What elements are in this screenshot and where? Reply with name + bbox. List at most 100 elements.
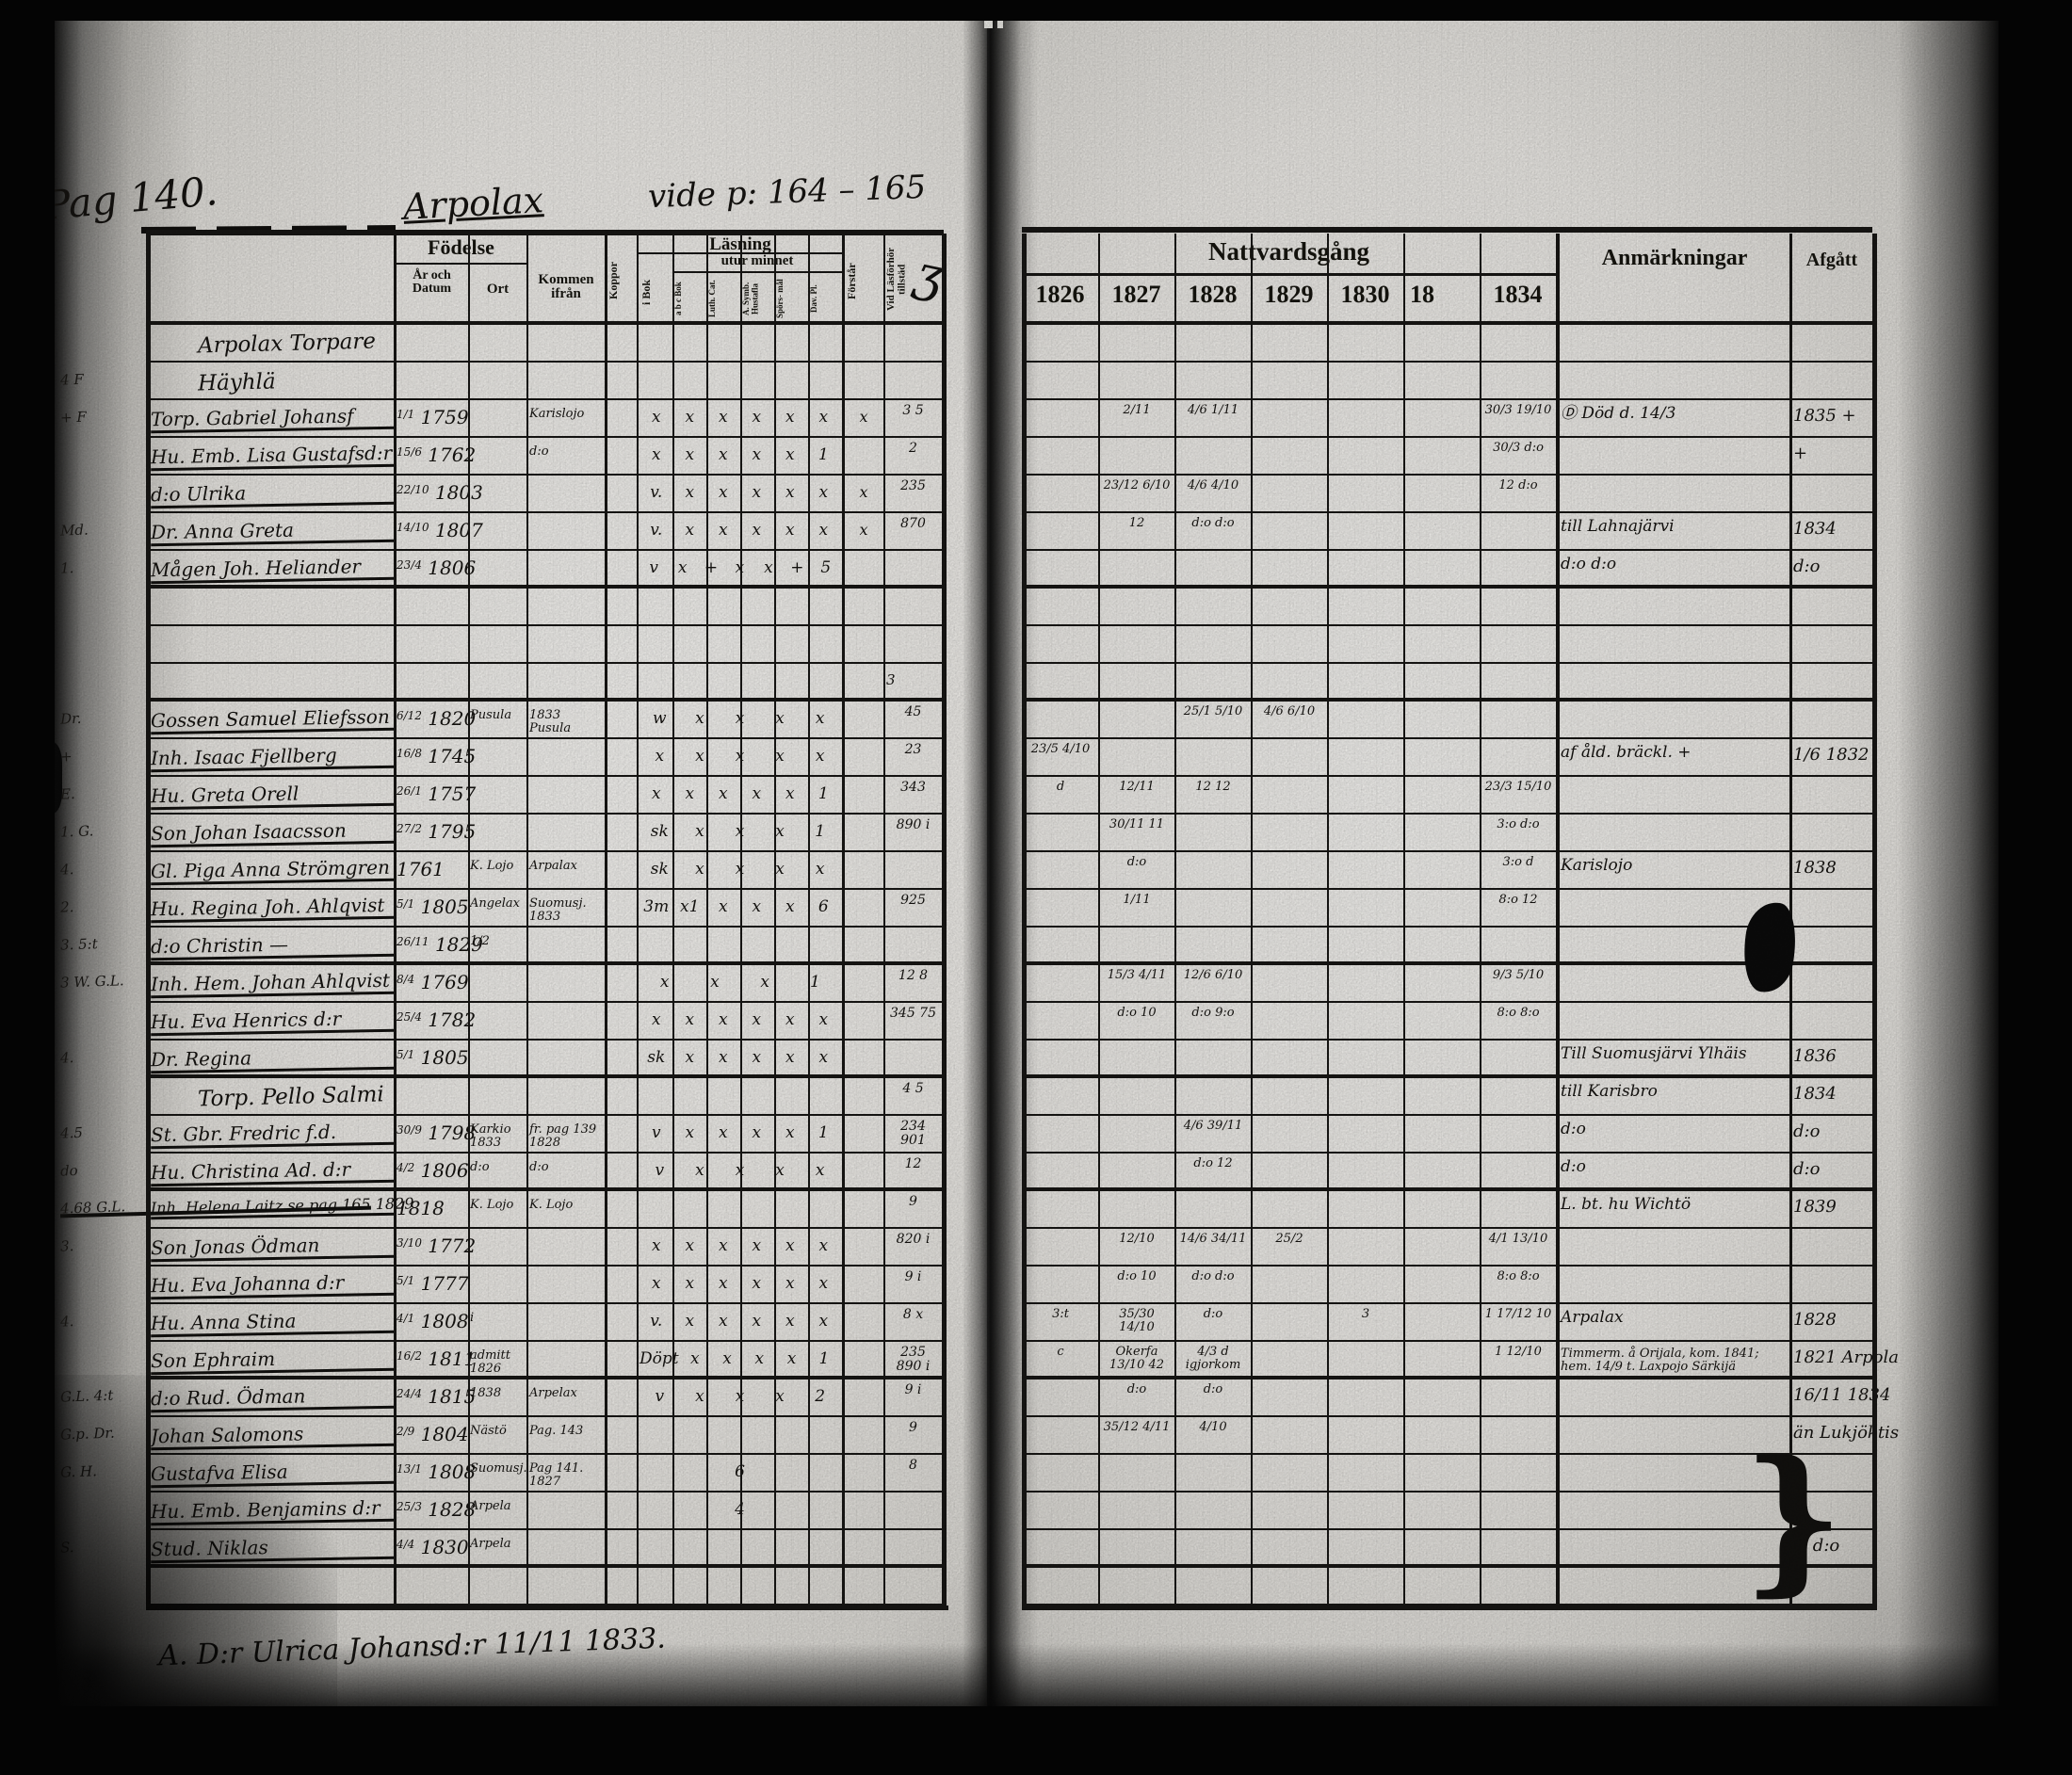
scan-edge-left <box>0 0 55 1775</box>
communion-cell: d:o 10 <box>1117 1006 1157 1020</box>
reading-mark: x <box>685 445 695 464</box>
name-cell: Dr. Regina <box>150 1043 397 1074</box>
reading-mark: x <box>685 521 695 540</box>
ort-cell: K. Lojo <box>470 1198 514 1212</box>
reading-mark: x <box>764 558 773 577</box>
reading-mark: x <box>785 897 795 916</box>
birth-date-cell: 2/9 1804 <box>397 1423 469 1445</box>
reading-mark: x <box>685 483 695 502</box>
birth-year: 1805 <box>414 896 469 918</box>
ort-cell: 1838 <box>470 1386 502 1400</box>
communion-cell: 8:o 12 <box>1498 893 1538 907</box>
reading-mark: v. <box>650 483 663 502</box>
reading-mark: x <box>695 1161 704 1180</box>
reading-mark: x <box>752 445 762 464</box>
scan-edge-top <box>0 0 2072 21</box>
birth-date-cell: 6/12 1820 <box>397 707 476 730</box>
name-cell: Gossen Samuel Eliefsson <box>150 704 397 735</box>
name-cell: Son Ephraim <box>150 1345 397 1376</box>
grid-line <box>1022 227 1872 233</box>
tillstad-cell: 890 i <box>896 817 931 832</box>
birth-day: 23/4 <box>397 558 422 572</box>
communion-cell: 12 d:o <box>1498 478 1538 492</box>
header-forstar: Förstår <box>845 263 858 300</box>
birth-date-cell: 24/4 1815 <box>397 1385 476 1408</box>
ort-cell: 1/2 <box>470 934 490 948</box>
reading-mark: x <box>718 1048 728 1067</box>
tillstad-note: 3 <box>886 671 896 688</box>
communion-cell: d:o 9:o <box>1191 1006 1235 1020</box>
communion-cell: 35/12 4/11 <box>1103 1420 1171 1434</box>
name-cell: Hu. Anna Stina <box>150 1307 397 1338</box>
birth-day: 22/10 <box>397 483 429 496</box>
communion-cell: d:o <box>1126 1382 1147 1396</box>
kommen-cell: 1833 Pusula <box>529 708 572 735</box>
header-sporsmal: Spörs- mål <box>775 279 785 318</box>
name-cell: Torp. Gabriel Johansf <box>150 403 397 434</box>
margin-note: 4.5 <box>59 1123 84 1142</box>
page-title-script: Arpolax <box>401 179 545 228</box>
birth-day: 2/9 <box>397 1425 415 1438</box>
reading-mark: x <box>785 408 795 427</box>
margin-note: 4 F <box>59 370 85 389</box>
table-row: + F Torp. Gabriel Johansf 1/1 1759 Karisloj… <box>0 400 2072 438</box>
remark-cell: till Lahnajärvi <box>1561 517 1675 536</box>
birth-year: 1759 <box>414 406 469 428</box>
reading-mark: x <box>695 860 704 879</box>
communion-cell: 12/11 <box>1119 780 1155 794</box>
communion-cell: 35/30 14/10 <box>1119 1307 1155 1334</box>
reading-mark: x <box>785 521 795 540</box>
name-cell: Hu. Emb. Lisa Gustafsd:r <box>150 441 397 472</box>
table-row: Arpolax Torpare <box>0 325 2072 363</box>
table-row: 3. Son Jonas Ödman 3/10 1772 x x x x x x 820 i 12/… <box>0 1229 2072 1267</box>
reading-mark: x <box>718 1123 728 1142</box>
birth-day: 3/10 <box>397 1236 422 1250</box>
name-cell: Hu. Christina Ad. d:r <box>150 1156 397 1187</box>
communion-cell: 9/3 5/10 <box>1492 968 1545 982</box>
birth-date-cell: 5/1 1777 <box>397 1272 469 1295</box>
kommen-cell: Pag. 143 <box>529 1424 584 1438</box>
name-cell: Son Jonas Ödman <box>150 1232 397 1263</box>
tillstad-cell: 343 <box>900 780 926 795</box>
birth-day: 5/1 <box>397 897 415 911</box>
birth-day: 14/10 <box>397 521 429 534</box>
birth-date-cell: 1761 <box>397 858 466 880</box>
ort-cell: admitt 1826 <box>470 1348 511 1376</box>
birth-day: 25/3 <box>397 1500 422 1513</box>
reading-mark: x <box>785 445 795 464</box>
remark-cell: Karislojo <box>1561 856 1633 875</box>
communion-cell: 30/3 19/10 <box>1484 403 1552 417</box>
grid-line <box>146 230 944 235</box>
header-ar-och-datum: År och Datum <box>412 268 452 297</box>
reading-mark: x <box>752 1274 762 1293</box>
reading-mark: v <box>651 1123 661 1142</box>
afgatt-cell: d:o <box>1793 1121 1821 1141</box>
header-nattvardsgang: Nattvardsgång <box>1207 237 1369 266</box>
ort-cell: Angelax <box>470 896 521 911</box>
margin-note: 1. G. <box>59 822 94 841</box>
communion-cell: 14/6 34/11 <box>1179 1232 1247 1246</box>
remark-cell: Arpalax <box>1561 1308 1624 1327</box>
header-year-18: 18 <box>1410 281 1434 308</box>
reading-mark: 6 <box>817 897 829 916</box>
birth-date-cell: 5/1 1805 <box>397 1046 469 1069</box>
grid-line <box>1480 234 1481 1606</box>
reading-mark: x <box>651 445 661 464</box>
table-row: Dr. Gossen Samuel Eliefsson 6/12 1820 Pusul… <box>0 702 2072 739</box>
grid-line <box>1022 321 1872 325</box>
reading-mark: x <box>718 1274 728 1293</box>
table-row: do Hu. Christina Ad. d:r 4/2 1806 d:o d:o v x x… <box>0 1154 2072 1191</box>
name-cell: Gl. Piga Anna Strömgren <box>150 855 397 886</box>
birth-day: 26/1 <box>397 784 422 798</box>
birth-year: 1818 <box>397 1197 445 1219</box>
reading-mark: x <box>685 1123 695 1142</box>
birth-date-cell: 16/2 1811 <box>397 1347 476 1370</box>
margin-note: Md. <box>59 521 89 540</box>
birth-day: 5/1 <box>397 1048 415 1061</box>
tillstad-cell: 9 i <box>904 1269 922 1284</box>
birth-date-cell: 25/3 1828 <box>397 1498 476 1521</box>
header-year-1834: 1834 <box>1493 281 1543 308</box>
